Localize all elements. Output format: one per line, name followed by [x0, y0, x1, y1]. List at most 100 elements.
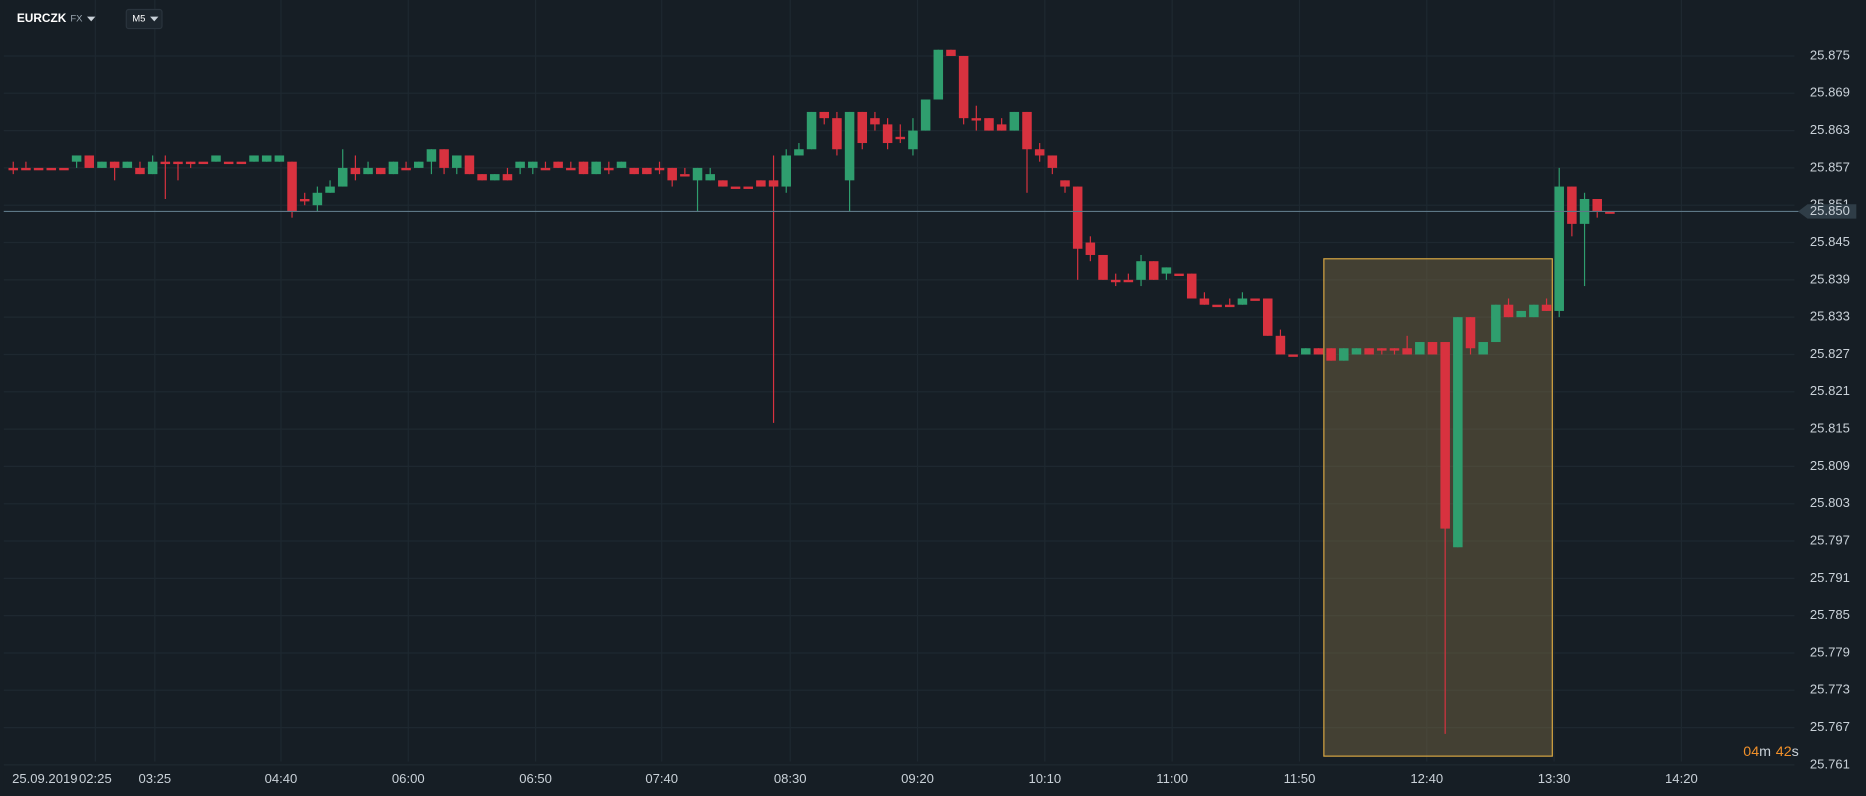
y-tick-label: 25.803 — [1810, 495, 1850, 510]
candle-body — [1174, 273, 1184, 277]
candle-body — [413, 161, 424, 168]
y-tick-label: 25.827 — [1810, 346, 1850, 361]
candle-body — [426, 149, 437, 162]
x-tick-label: 02:25 — [79, 771, 112, 786]
candle-body — [958, 55, 969, 119]
y-tick-label: 25.839 — [1810, 271, 1850, 286]
candle-body — [1516, 310, 1526, 318]
candle-body — [1415, 342, 1425, 355]
last-price-marker — [1798, 204, 1857, 219]
candle-body — [1402, 348, 1412, 355]
x-tick-label: 09:20 — [901, 771, 934, 786]
y-tick-label: 25.779 — [1810, 644, 1850, 659]
candle-body — [1199, 298, 1210, 305]
candle-body — [274, 155, 285, 162]
x-tick-label: 12:40 — [1410, 771, 1443, 786]
candle-body — [236, 161, 247, 165]
candle-body — [1491, 304, 1501, 343]
candle-body — [667, 167, 677, 181]
candle-body — [629, 167, 639, 175]
candle-body — [477, 174, 487, 181]
candle-body — [857, 111, 868, 144]
candle-body — [882, 124, 893, 144]
dropdown-arrow[interactable] — [87, 16, 96, 22]
y-tick-label: 25.773 — [1810, 682, 1850, 697]
symbol[interactable]: EURCZK — [17, 11, 67, 25]
candle-body — [71, 155, 82, 162]
x-tick-label: 14:20 — [1665, 771, 1698, 786]
y-tick-label: 25.845 — [1810, 234, 1850, 249]
candle-body — [1186, 273, 1197, 299]
candle-body — [1326, 348, 1336, 361]
timeframe[interactable]: M5 — [132, 14, 145, 25]
candle-body — [933, 49, 944, 100]
candle-body — [21, 167, 31, 171]
y-tick-label: 25.797 — [1810, 532, 1850, 547]
candle-body — [1136, 261, 1146, 280]
background — [3, 0, 1863, 796]
y-tick-label: 25.809 — [1810, 458, 1850, 473]
candle-body — [1541, 304, 1552, 311]
x-tick-label: 03:25 — [138, 771, 171, 786]
candle-body — [223, 161, 234, 165]
candle-body — [1529, 304, 1539, 318]
candle-body — [1605, 211, 1615, 214]
candle-body — [1351, 348, 1362, 355]
x-tick-label: 04:40 — [265, 771, 298, 786]
candle-body — [1009, 111, 1020, 131]
candle-body — [1224, 304, 1235, 308]
candle-body — [312, 192, 323, 206]
candle-body — [806, 111, 817, 150]
candle-body — [578, 161, 589, 175]
candle-body — [705, 174, 715, 181]
candle-body — [147, 161, 158, 175]
candle-body — [718, 180, 728, 187]
candle-body — [261, 155, 272, 162]
candle-body — [1453, 317, 1463, 548]
candle-body — [566, 167, 576, 171]
candle-body — [540, 167, 551, 171]
candle-body — [452, 155, 462, 168]
candle-body — [908, 130, 918, 150]
candle-body — [1060, 180, 1070, 187]
candle-body — [84, 155, 95, 168]
y-tick-label: 25.791 — [1810, 570, 1850, 585]
candle-body — [1098, 254, 1108, 280]
candle-body — [490, 174, 500, 181]
candle-body — [1592, 199, 1602, 212]
candle-body — [1389, 348, 1400, 351]
x-tick-label: 06:00 — [392, 771, 425, 786]
candle-body — [1554, 186, 1564, 311]
candle-body — [819, 111, 830, 119]
candle-body — [768, 180, 779, 187]
candle-body — [692, 167, 703, 181]
y-tick-label: 25.863 — [1810, 122, 1850, 137]
dropdown-arrow[interactable] — [150, 16, 159, 22]
candle-body — [1072, 186, 1083, 249]
candle-body — [920, 99, 931, 131]
candle-body — [680, 174, 690, 177]
y-tick-label: 25.761 — [1810, 756, 1850, 771]
toolbar: EURCZK FX M5 — [17, 8, 163, 30]
candle-body — [8, 167, 19, 171]
timeframe-button[interactable] — [125, 8, 163, 30]
candle-body — [1161, 267, 1172, 274]
candle-body — [743, 186, 753, 189]
candle-body — [781, 155, 791, 187]
candle-body — [946, 49, 956, 56]
candle-body — [553, 161, 563, 168]
candle-body — [1339, 348, 1349, 361]
y-tick-label: 25.875 — [1810, 47, 1850, 62]
candle-body — [756, 180, 766, 187]
x-tick-label: 11:50 — [1284, 771, 1316, 786]
grid — [3, 0, 1795, 766]
candle-body — [439, 149, 449, 168]
x-tick-label: 10:10 — [1028, 771, 1061, 786]
countdown-unit: s — [1792, 744, 1799, 760]
market[interactable]: FX — [70, 14, 83, 25]
candle-body — [173, 161, 183, 165]
candle-body — [1034, 149, 1045, 156]
x-tick-label: 07:40 — [645, 771, 678, 786]
candle-body — [198, 161, 209, 165]
candle-body — [591, 161, 601, 175]
